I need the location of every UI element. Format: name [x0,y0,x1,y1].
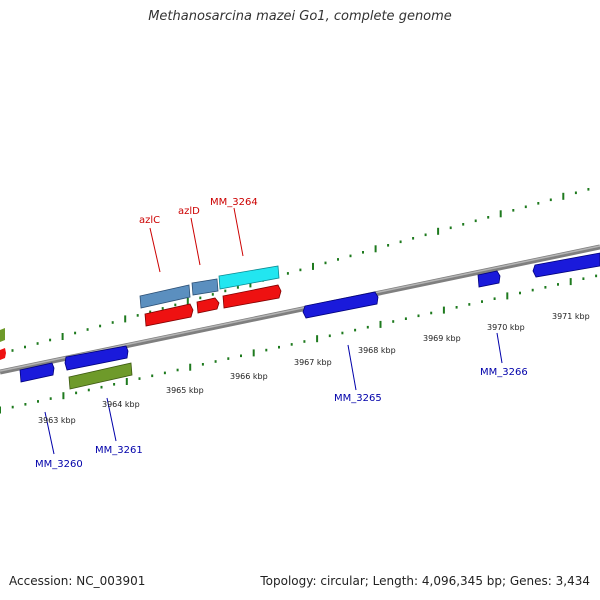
gene-blue-mm3266[interactable] [477,270,501,288]
footer-topology: Topology: circular; Length: 4,096,345 bp… [260,574,590,588]
footer-accession: Accession: NC_003901 [9,574,146,588]
gene-olive-mm3261[interactable] [68,362,133,390]
gene-red-azlc[interactable] [144,303,194,327]
label-azlc[interactable]: azlC [139,215,160,226]
kbp-label-3966: 3966 kbp [230,372,268,381]
kbp-label-3969: 3969 kbp [423,334,461,343]
genome-backbone-highlight [0,245,600,372]
gene-blue-mm3265[interactable] [302,291,379,319]
upper-tick-track [0,188,590,358]
label-mm3261[interactable]: MM_3261 [95,445,143,456]
label-mm3264[interactable]: MM_3264 [210,197,258,208]
gene-steel-azlc[interactable] [139,284,191,309]
leader-mm3261 [106,397,117,442]
leader-azlc [149,227,161,273]
leader-azld [190,217,201,266]
leader-mm3260 [44,411,55,455]
kbp-label-3963: 3963 kbp [38,416,76,425]
gene-blue-right-edge[interactable] [532,252,600,278]
gene-red-azld[interactable] [196,297,220,314]
gene-olive-left-edge[interactable] [0,328,5,342]
kbp-label-3965: 3965 kbp [166,386,204,395]
lower-tick-track [0,274,598,414]
gene-red-left-edge[interactable] [0,348,6,360]
label-mm3266[interactable]: MM_3266 [480,367,528,378]
gene-red-mm3264[interactable] [222,284,282,309]
page-title: Methanosarcina mazei Go1, complete genom… [148,9,452,24]
leader-mm3264 [233,207,244,257]
label-mm3260[interactable]: MM_3260 [35,459,83,470]
leader-mm3266 [496,332,503,364]
kbp-label-3970: 3970 kbp [487,323,525,332]
label-mm3265[interactable]: MM_3265 [334,393,382,404]
kbp-label-3968: 3968 kbp [358,346,396,355]
kbp-label-3964: 3964 kbp [102,400,140,409]
leader-mm3265 [347,344,357,391]
gene-blue-small-left[interactable] [19,362,55,383]
gene-steel-azld[interactable] [191,278,219,296]
label-azld[interactable]: azlD [178,206,200,217]
kbp-label-3971: 3971 kbp [552,312,590,321]
kbp-label-3967: 3967 kbp [294,358,332,367]
gene-blue-mm3261[interactable] [64,345,129,371]
gene-cyan-mm3264[interactable] [218,265,280,290]
